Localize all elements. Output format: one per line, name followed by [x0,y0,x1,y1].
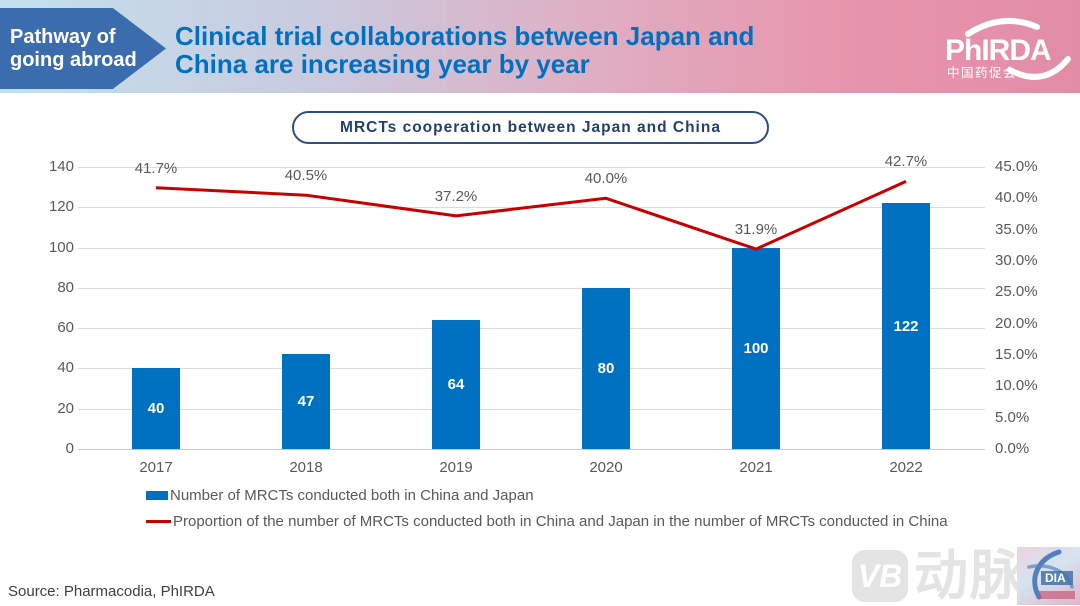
bar-value-label: 64 [447,376,465,394]
right-axis-tick: 45.0% [995,158,1038,175]
x-axis-category: 2021 [739,459,773,476]
stamp-brush-stroke [1032,549,1062,600]
logo-bottom-arc [1007,56,1071,80]
line-series-label: Proportion of the number of MRCTs conduc… [173,512,948,530]
legend-item-bars: Number of MRCTs conducted both in China … [146,486,948,504]
bar-value-label: 122 [893,317,919,335]
right-axis-tick: 35.0% [995,220,1038,238]
bar-series-label: Number of MRCTs conducted both in China … [170,486,534,504]
line-point-label: 37.2% [434,187,478,205]
bar: 47 [282,354,330,449]
right-axis-tick: 40.0% [995,189,1038,207]
gridline [78,368,985,370]
bar-value-label: 100 [743,339,769,357]
gridline [78,207,985,209]
bar-value-label: 80 [597,359,615,377]
right-axis-tick: 10.0% [995,377,1038,395]
left-axis-tick: 40 [57,359,74,377]
phirda-logo: PhIRDA 中国药促会 [945,17,1071,80]
left-axis-tick: 120 [48,198,74,216]
x-axis-category: 2020 [589,459,623,476]
x-axis-category: 2018 [289,459,323,476]
badge-line-2: going abroad [10,48,137,71]
gridline [78,408,985,410]
gridline [78,167,985,168]
stamp-red-band [1039,591,1075,599]
bar: 122 [882,203,930,449]
right-axis-tick: 15.0% [995,346,1038,363]
gridline [78,247,985,249]
page-title: Clinical trial collaborations between Ja… [175,22,875,78]
bar: 40 [132,368,180,449]
stamp-label-bg [1041,571,1073,585]
right-axis-tick: 25.0% [995,283,1038,301]
gridline [78,449,985,450]
badge-line-1: Pathway of [10,25,116,48]
right-axis-tick: 5.0% [995,408,1030,426]
logo-wordmark: PhIRDA [945,34,1051,67]
chart-legend: Number of MRCTs conducted both in China … [146,486,948,538]
bar: 100 [732,247,780,449]
line-point-label: 40.5% [284,167,328,185]
bar: 64 [432,320,480,449]
bar: 80 [582,287,630,449]
logo-subtitle-cn: 中国药促会 [947,65,1017,80]
line-point-label: 40.0% [584,170,628,188]
left-axis-tick: 60 [57,319,74,337]
line-point-label: 41.7% [134,159,178,177]
chart-title-pill: MRCTs cooperation between Japan and Chin… [292,111,769,144]
line-point-label: 31.9% [734,221,778,239]
left-axis-tick: 100 [48,238,74,256]
stamp-label: DIA [1045,571,1066,585]
x-axis-category: 2022 [889,459,923,476]
right-axis-tick: 0.0% [995,440,1030,457]
page-title-line-2: China are increasing year by year [175,49,590,79]
gridline [78,287,985,289]
header-banner: Pathway of going abroad Clinical trial c… [0,0,1080,93]
bar-series-swatch [146,490,168,500]
legend-item-line: Proportion of the number of MRCTs conduc… [146,512,948,530]
x-axis-category: 2017 [139,459,173,476]
left-axis-tick: 20 [57,399,74,417]
bar-value-label: 47 [297,393,315,411]
right-axis-tick: 20.0% [995,314,1038,332]
left-axis-tick: 80 [57,278,74,296]
x-axis-category: 2019 [439,459,473,476]
right-axis-tick: 30.0% [995,252,1038,269]
dia-stamp-logo: DIA [1017,547,1080,605]
bar-value-label: 40 [147,400,165,418]
left-axis-tick: 0 [65,440,74,457]
page-title-line-1: Clinical trial collaborations between Ja… [175,21,755,51]
gridline [78,328,985,330]
line-series-swatch [146,519,171,523]
left-axis-tick: 140 [48,158,74,175]
logo-top-arc [965,17,1040,37]
line-point-label: 42.7% [884,153,928,171]
vb-logo-icon: VB [852,550,908,602]
source-note: Source: Pharmacodia, PhIRDA [8,583,215,600]
